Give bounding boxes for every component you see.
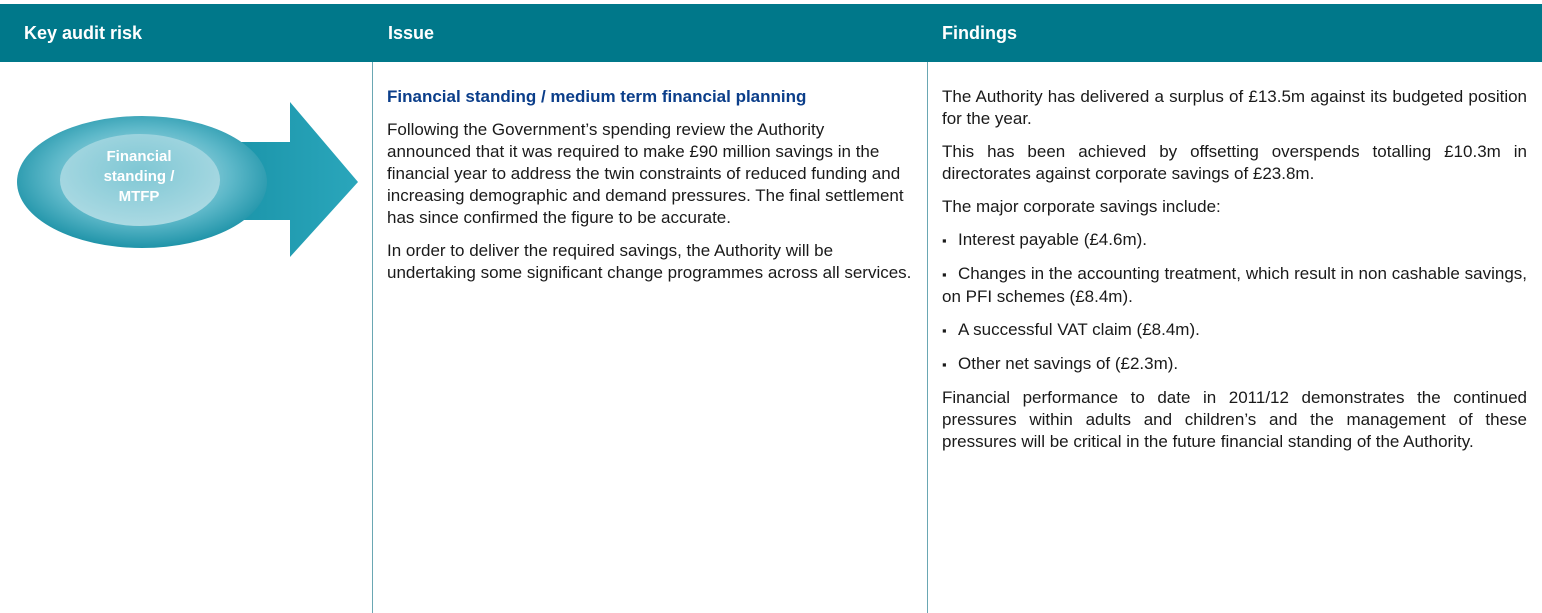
findings-paragraph: The major corporate savings include: (942, 197, 1221, 216)
column-divider (927, 62, 928, 613)
findings-bullet: Other net savings of (£2.3m). (942, 353, 1527, 376)
risk-label: Financial standing / MTFP (103, 148, 175, 205)
column-divider (372, 62, 373, 613)
arrow (220, 102, 358, 257)
issue-paragraph: Following the Government’s spending revi… (387, 120, 904, 227)
header-cell: Issue (388, 23, 435, 43)
findings-column: The Authority has delivered a surplus of… (942, 86, 1527, 464)
header-cell: Key audit risk (24, 23, 143, 43)
header-bar (0, 4, 1542, 62)
issue-title: Financial standing / medium term financi… (387, 87, 807, 106)
header-cell: Findings (942, 23, 1017, 43)
findings-bullet: A successful VAT claim (£8.4m). (942, 319, 1527, 342)
findings-bullet: Interest payable (£4.6m). (942, 229, 1527, 252)
findings-paragraph: This has been achieved by offsetting ove… (942, 142, 1527, 183)
issue-paragraph: In order to deliver the required savings… (387, 241, 912, 282)
issue-column: Financial standing / medium term financi… (387, 86, 912, 295)
inner-oval (60, 134, 220, 226)
risk-graphic (17, 102, 358, 257)
findings-paragraph: The Authority has delivered a surplus of… (942, 87, 1527, 128)
findings-bullet: Changes in the accounting treatment, whi… (942, 263, 1527, 308)
findings-conclusion: Financial performance to date in 2011/12… (942, 388, 1527, 451)
